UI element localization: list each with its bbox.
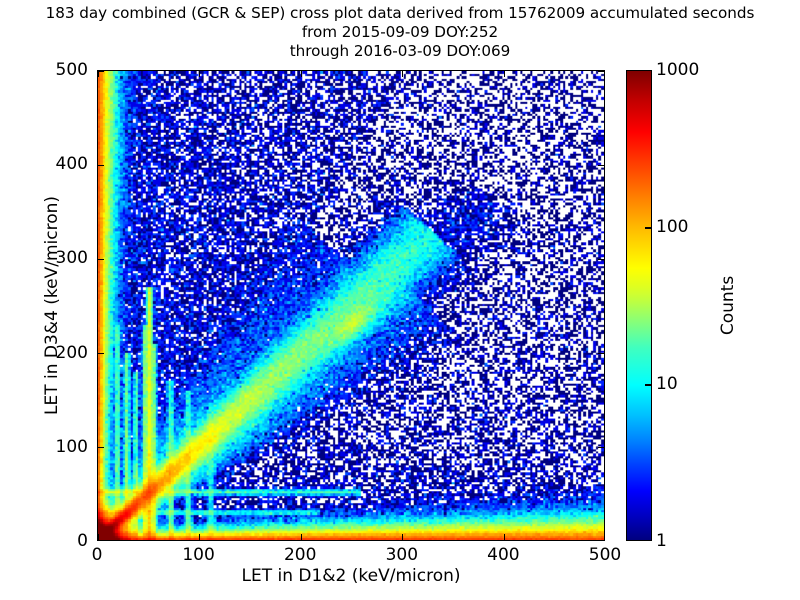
x-tick-label: 400 [487, 545, 520, 565]
y-axis-label: LET in D3&4 (keV/micron) [42, 195, 62, 416]
x-tick-mark [503, 534, 506, 540]
y-tick-mark [98, 258, 104, 261]
y-tick-mark [598, 164, 604, 166]
y-tick-label: 400 [55, 154, 88, 175]
figure-title: 183 day combined (GCR & SEP) cross plot … [0, 4, 800, 61]
colorbar-tick-mark [645, 227, 651, 229]
title-line-1: 183 day combined (GCR & SEP) cross plot … [45, 4, 755, 22]
x-tick-mark [503, 71, 506, 77]
y-tick-mark [98, 164, 104, 166]
colorbar-tick-label: 1000 [656, 60, 700, 80]
x-tick-label: 200 [283, 545, 317, 565]
x-tick-label: 0 [91, 545, 103, 565]
x-tick-mark [402, 71, 404, 77]
title-line-2: from 2015-09-09 DOY:252 [301, 23, 499, 41]
y-tick-mark [598, 352, 604, 355]
x-tick-label: 300 [385, 545, 419, 565]
x-tick-mark [402, 534, 404, 540]
y-tick-mark [98, 447, 104, 449]
y-tick-mark [598, 258, 604, 261]
x-tick-mark [300, 534, 302, 540]
x-tick-mark [300, 71, 302, 77]
y-tick-mark [598, 71, 604, 72]
y-tick-label: 0 [77, 531, 88, 551]
colorbar-tick-label: 10 [656, 374, 678, 394]
y-tick-label: 200 [55, 342, 88, 363]
y-tick-label: 300 [55, 248, 88, 269]
title-line-3: through 2016-03-09 DOY:069 [289, 42, 511, 60]
y-tick-mark [598, 447, 604, 449]
colorbar-label: Counts [718, 275, 738, 336]
x-tick-mark [98, 71, 99, 77]
x-tick-mark [198, 71, 201, 77]
x-tick-label: 100 [182, 545, 215, 565]
y-tick-label: 100 [55, 436, 88, 457]
x-axis-label: LET in D1&2 (keV/micron) [241, 566, 461, 586]
colorbar [626, 70, 652, 541]
plot-axes-area [97, 70, 605, 541]
x-tick-mark [198, 534, 201, 540]
x-tick-mark [98, 534, 99, 540]
x-tick-label: 500 [588, 545, 622, 565]
colorbar-tick-mark [645, 384, 651, 386]
y-tick-mark [98, 352, 104, 355]
colorbar-tick-label: 1 [656, 531, 667, 551]
colorbar-tick-label: 100 [656, 217, 689, 237]
density-scatter-canvas [98, 71, 604, 540]
y-tick-mark [98, 71, 104, 72]
y-tick-label: 500 [55, 60, 88, 80]
